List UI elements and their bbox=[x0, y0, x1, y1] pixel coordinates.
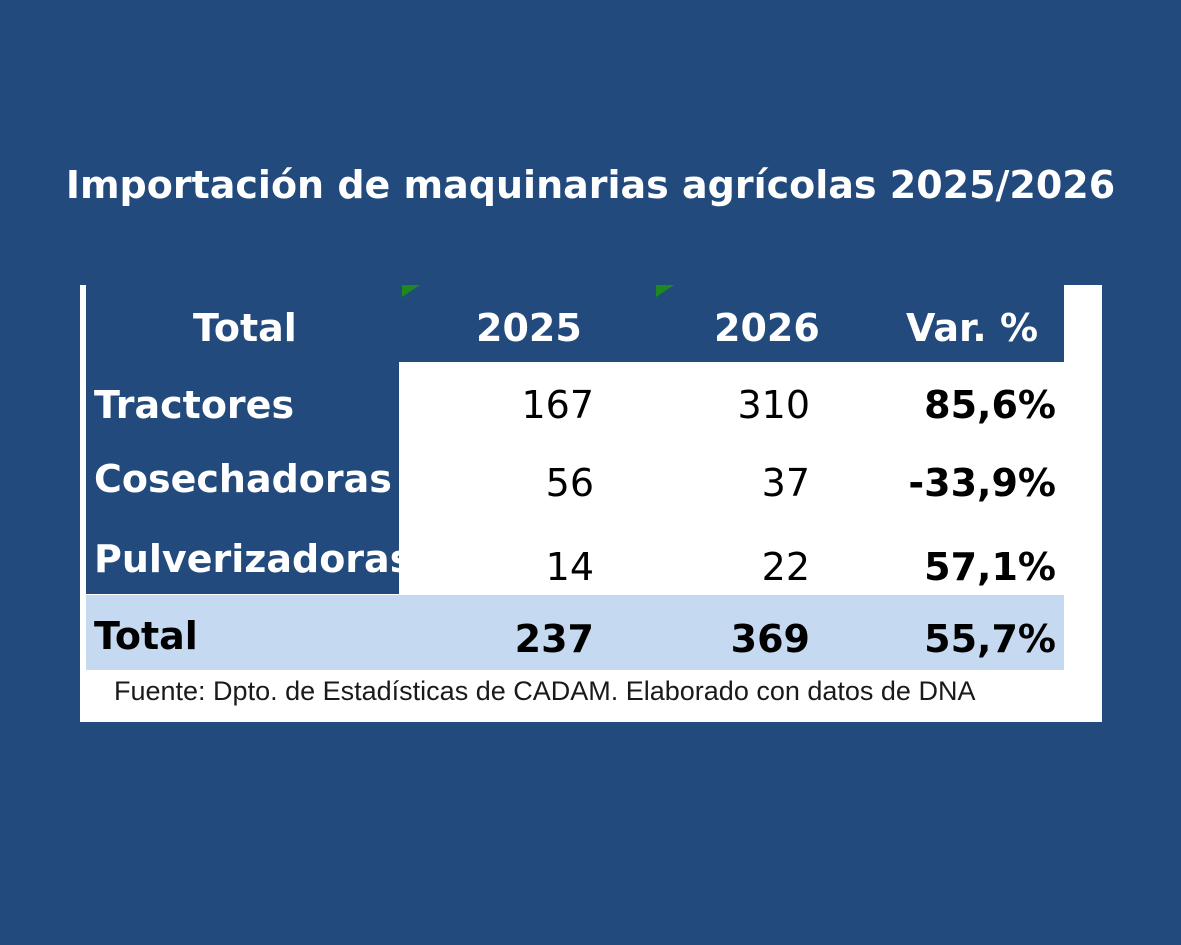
cell-2025: 167 bbox=[521, 383, 594, 427]
cell-2026: 310 bbox=[737, 383, 810, 427]
row-label-background bbox=[86, 362, 399, 594]
header-col-label: Total bbox=[193, 306, 297, 350]
total-cell-2026: 369 bbox=[730, 617, 810, 661]
row-label: Cosechadoras bbox=[94, 457, 392, 501]
cell-comment-marker bbox=[402, 285, 420, 297]
total-cell-2025: 237 bbox=[514, 617, 594, 661]
cell-var: 57,1% bbox=[924, 545, 1056, 589]
header-col-2025: 2025 bbox=[476, 306, 582, 350]
row-label: Pulverizadoras bbox=[94, 537, 413, 581]
cell-var: 85,6% bbox=[924, 383, 1056, 427]
cell-2025: 56 bbox=[545, 461, 594, 505]
data-table: Total 2025 2026 Var. % Tractores 167 310… bbox=[80, 285, 1102, 722]
total-row-label: Total bbox=[94, 614, 198, 658]
cell-2026: 22 bbox=[761, 545, 810, 589]
header-col-var: Var. % bbox=[906, 306, 1039, 350]
cell-2025: 14 bbox=[545, 545, 594, 589]
cell-var: -33,9% bbox=[908, 461, 1056, 505]
header-col-2026: 2026 bbox=[714, 306, 820, 350]
table-header-background bbox=[86, 285, 1064, 362]
total-cell-var: 55,7% bbox=[924, 617, 1056, 661]
source-note: Fuente: Dpto. de Estadísticas de CADAM. … bbox=[114, 676, 976, 706]
cell-comment-marker bbox=[656, 285, 674, 297]
page-title: Importación de maquinarias agrícolas 202… bbox=[65, 163, 1116, 207]
row-label: Tractores bbox=[94, 383, 295, 427]
total-row-background bbox=[86, 595, 1064, 670]
cell-2026: 37 bbox=[761, 461, 810, 505]
